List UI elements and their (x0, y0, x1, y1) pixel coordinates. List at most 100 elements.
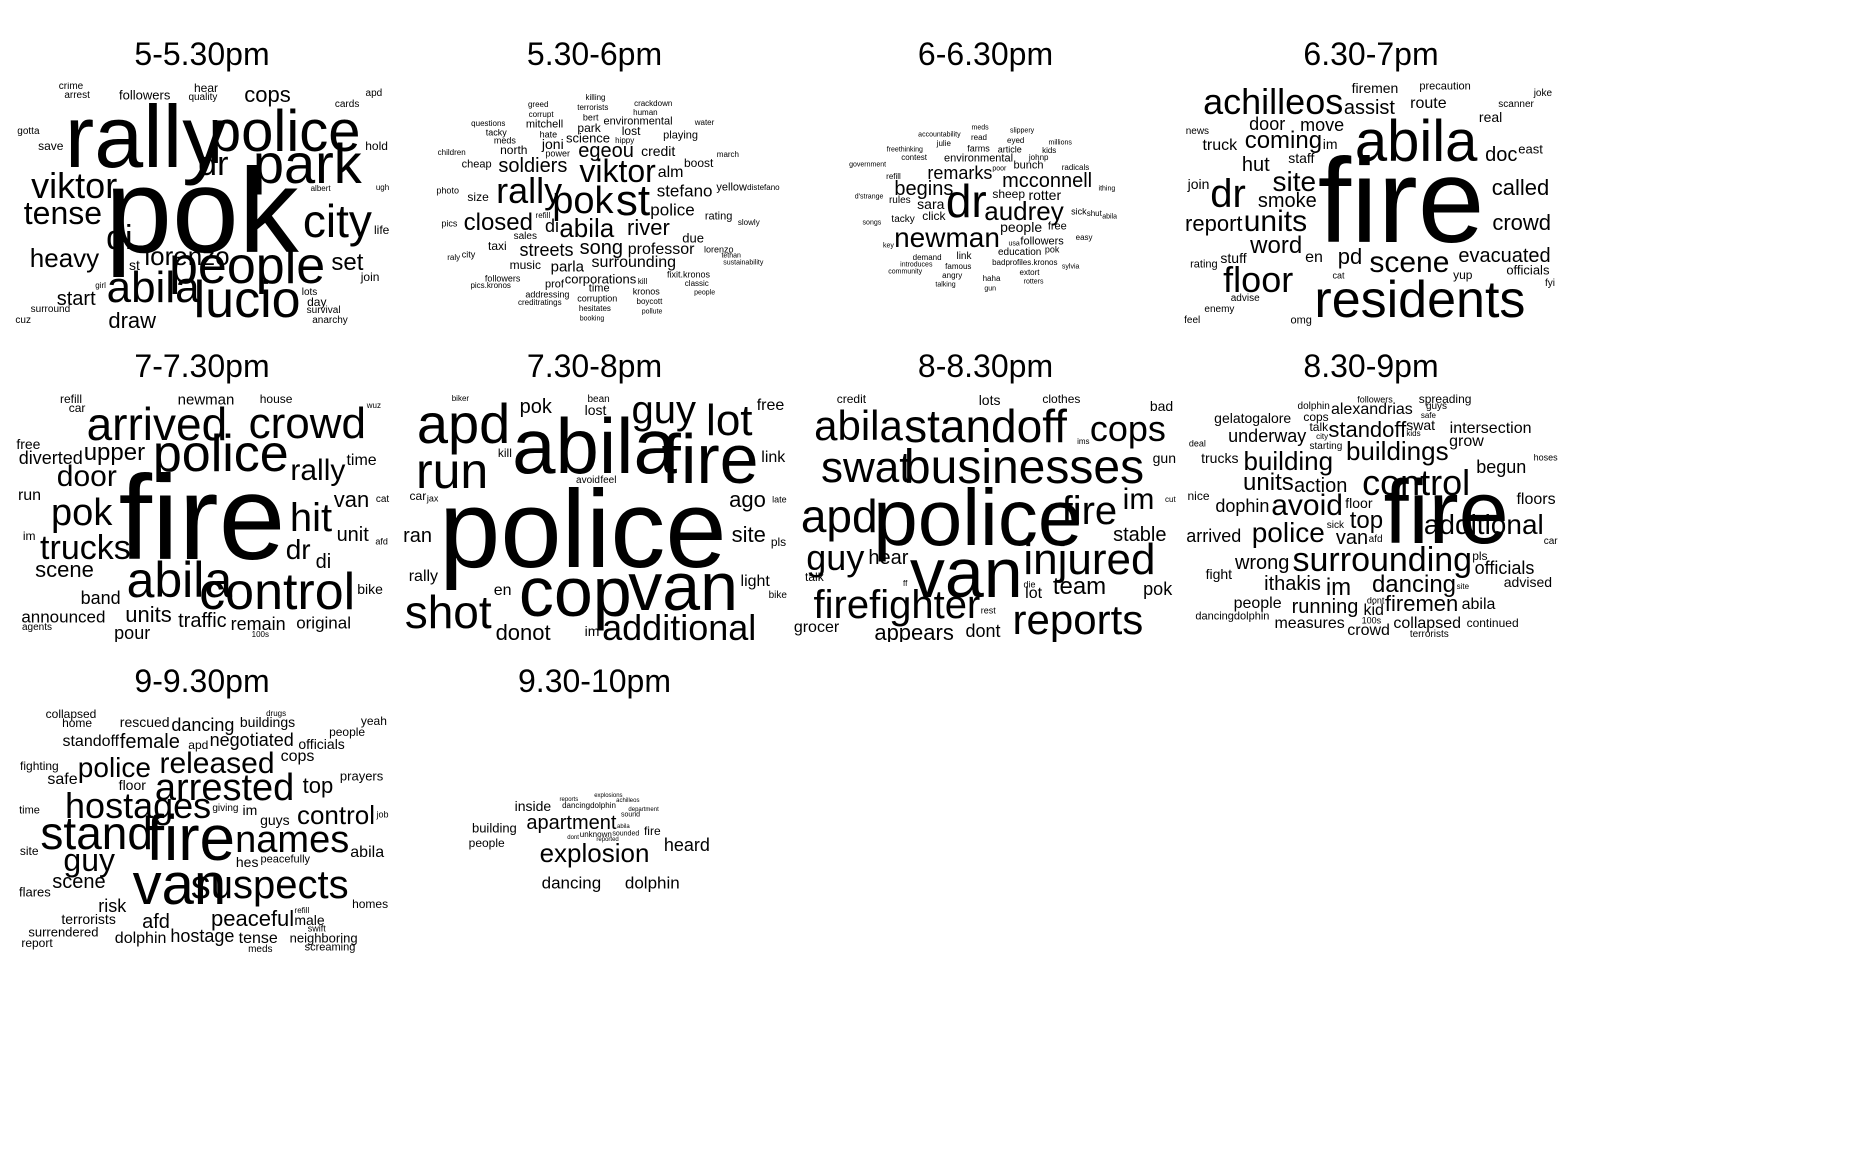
cloud-word: van (132, 852, 227, 918)
cloud-word: guy (806, 536, 865, 578)
cloud-word: officials (1474, 558, 1535, 579)
cloud-word: kill (637, 277, 648, 287)
cloud-word: st (129, 257, 140, 273)
cloud-word: park (577, 121, 601, 136)
cloud-word: achilleos (1203, 82, 1344, 122)
cloud-word: dont (1366, 595, 1385, 606)
cloud-word: upper (83, 439, 146, 467)
cloud-word: move (1300, 114, 1345, 135)
cloud-word: word (1250, 232, 1303, 260)
cloud-word: terrorists (61, 911, 116, 928)
cloud-word: terrorists (1409, 628, 1449, 640)
cloud-word: team (1052, 573, 1107, 601)
cloud-word: hear (193, 82, 219, 95)
cloud-word: buildings (239, 714, 296, 731)
cloud-word: fire (1317, 134, 1485, 268)
cloud-word: usa (1008, 240, 1020, 248)
cloud-word: link (761, 448, 786, 466)
cloud-word: alexandrias (1330, 400, 1413, 418)
cloud-word: abila (814, 402, 903, 450)
cloud-word: introduces (900, 261, 933, 269)
cloud-word: announced (21, 607, 106, 626)
cloud-word: sounded (612, 830, 640, 838)
cloud-word: sound (620, 811, 641, 819)
cloud-word: dancingdolphin (1195, 610, 1270, 622)
cloud-word: pok (1143, 578, 1173, 599)
panel-title: 6-6.30pm (917, 36, 1054, 72)
cloud-word: biker (451, 394, 470, 403)
cloud-word: survival (306, 305, 341, 316)
cloud-word: yup (1453, 268, 1473, 283)
cloud-word: talking (935, 281, 956, 289)
word-cloud: police van businesses standoff apd injured swa… (793, 394, 1178, 642)
cloud-word: fight (1205, 565, 1233, 582)
cloud-word: cops (1089, 407, 1166, 449)
cloud-word: killing (585, 92, 606, 102)
word-cloud-panel: 9.30-10pm explosion apartment heard dancing d… (402, 665, 787, 957)
cloud-word: guy (631, 394, 697, 432)
cloud-word: slippery (1010, 127, 1035, 135)
cloud-word: control (1362, 462, 1471, 504)
cloud-word: sylvia (1061, 263, 1080, 271)
cloud-word: pok (51, 492, 113, 534)
cloud-word: people (468, 835, 505, 850)
cloud-word: advise (1230, 292, 1260, 304)
cloud-word: lost (584, 401, 607, 418)
cloud-word: doc (1485, 144, 1518, 167)
cloud-word: people (1233, 595, 1282, 613)
cloud-word: city (1316, 431, 1329, 441)
cloud-word: questions (471, 118, 506, 128)
cloud-word: viktor (579, 153, 656, 190)
panel-title: 7-7.30pm (134, 348, 270, 384)
cloud-word: science (565, 130, 611, 146)
cloud-word: free (756, 396, 785, 414)
cloud-word: door (1249, 113, 1286, 134)
cloud-word: pok (519, 395, 552, 418)
cloud-word: soldiers (498, 154, 568, 177)
cloud-word: pour (114, 622, 151, 642)
cloud-word: d'strange (854, 193, 884, 200)
cloud-word: avoid (576, 474, 600, 486)
cloud-word: grocer (793, 618, 840, 636)
cloud-word: corruption (577, 293, 618, 304)
cloud-word: deal (1188, 438, 1206, 448)
cloud-word: famous (945, 261, 972, 271)
cloud-word: bunch (1013, 159, 1044, 172)
cloud-word: hold (365, 138, 388, 153)
cloud-word: alm (657, 163, 684, 181)
cloud-word: accountability (918, 131, 961, 139)
cloud-word: buildings (1345, 436, 1449, 466)
cloud-word: begins (894, 177, 954, 200)
panel-title: 5.30-6pm (526, 36, 663, 72)
cloud-word: cut (1165, 495, 1176, 505)
cloud-word: professor (627, 241, 695, 259)
cloud-word: fire (661, 419, 759, 498)
cloud-word: running (1291, 595, 1359, 618)
cloud-word: pok (105, 144, 299, 278)
cloud-word: negotiated (209, 730, 294, 750)
cloud-word: followers (1020, 235, 1064, 248)
cloud-word: credit (836, 394, 867, 406)
cloud-word: continued (1466, 616, 1519, 630)
cloud-word: car (1543, 536, 1558, 548)
cloud-word: control (199, 563, 356, 622)
cloud-word: hate (539, 129, 558, 140)
cloud-word: jax (426, 493, 439, 504)
cloud-word: pok (1044, 244, 1060, 255)
cloud-word: evacuated (1458, 245, 1551, 268)
cloud-word: abila (512, 402, 677, 491)
cloud-word: cheap (461, 158, 492, 171)
cloud-word: fire (1061, 488, 1118, 533)
word-cloud-panel: 5.30-6pm st pok rally viktor abila closed river… (402, 38, 787, 330)
cloud-word: rally (290, 454, 346, 488)
cloud-word: run (17, 486, 42, 504)
cloud-word: unit (336, 523, 369, 546)
cloud-word: river (627, 215, 670, 241)
cloud-word: rating (1190, 258, 1218, 271)
cloud-word: department (628, 806, 659, 813)
cloud-word: key (882, 242, 894, 250)
cloud-word: explosions (594, 793, 623, 799)
cloud-word: tacky (485, 127, 507, 138)
cloud-word: surround (30, 304, 71, 316)
cloud-word: smoke (1257, 189, 1317, 212)
